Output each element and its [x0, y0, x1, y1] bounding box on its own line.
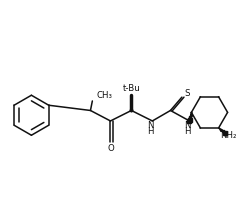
Text: H: H — [184, 127, 191, 136]
Text: O: O — [107, 144, 114, 153]
Text: N: N — [184, 121, 191, 130]
Text: N: N — [147, 121, 154, 130]
Text: S: S — [185, 89, 190, 98]
Text: CH₃: CH₃ — [96, 91, 112, 100]
Text: t-Bu: t-Bu — [123, 84, 140, 93]
Text: H: H — [147, 127, 154, 136]
Text: NH₂: NH₂ — [220, 131, 236, 140]
